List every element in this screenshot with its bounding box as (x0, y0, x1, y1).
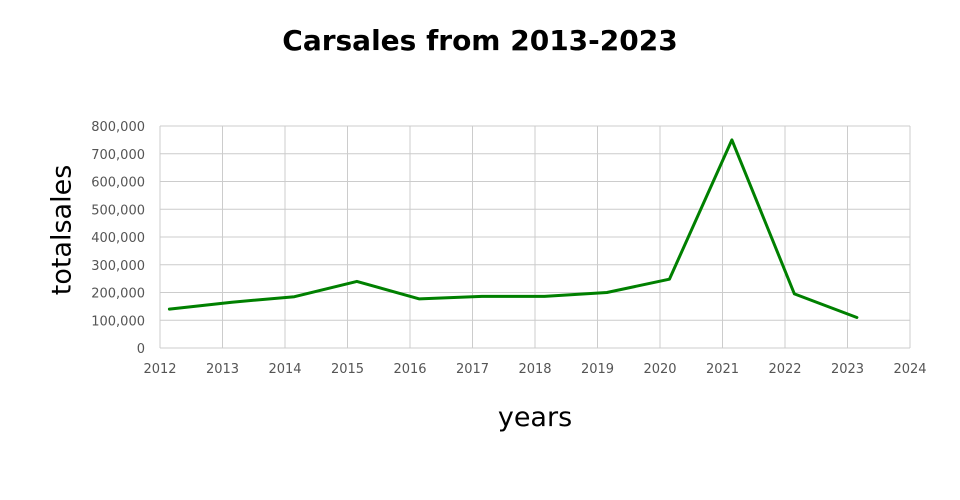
x-tick-label: 2012 (143, 362, 176, 377)
x-tick-label: 2013 (206, 362, 239, 377)
x-tick-label: 2021 (706, 362, 739, 377)
y-tick-label: 400,000 (91, 231, 145, 246)
x-tick-label: 2019 (581, 362, 614, 377)
x-tick-label: 2020 (643, 362, 676, 377)
x-tick-label: 2014 (268, 362, 301, 377)
series-line (167, 138, 859, 319)
x-tick-label: 2024 (893, 362, 926, 377)
y-tick-label: 0 (137, 342, 145, 357)
chart-title: Carsales from 2013-2023 (282, 24, 678, 57)
x-tick-label: 2022 (768, 362, 801, 377)
x-tick-label: 2023 (831, 362, 864, 377)
x-tick-label: 2015 (331, 362, 364, 377)
y-tick-label: 100,000 (91, 314, 145, 329)
x-tick-label: 2017 (456, 362, 489, 377)
y-tick-label: 800,000 (91, 120, 145, 135)
series-lines (167, 138, 859, 319)
x-tick-labels: 2012 2013 2014 2015 2016 2017 2018 2019 2020 2021… (143, 362, 926, 377)
x-axis-label: years (497, 402, 573, 433)
x-tick-label: 2018 (518, 362, 551, 377)
y-tick-label: 300,000 (91, 259, 145, 274)
y-tick-label: 700,000 (91, 148, 145, 163)
grid-lines (159, 125, 911, 349)
y-tick-label: 600,000 (91, 176, 145, 191)
x-tick-label: 2016 (393, 362, 426, 377)
y-tick-labels: 0 100,000 200,000 300,000 400,000 500,000 600,… (91, 120, 145, 357)
y-tick-label: 500,000 (91, 203, 145, 218)
y-tick-label: 200,000 (91, 287, 145, 302)
